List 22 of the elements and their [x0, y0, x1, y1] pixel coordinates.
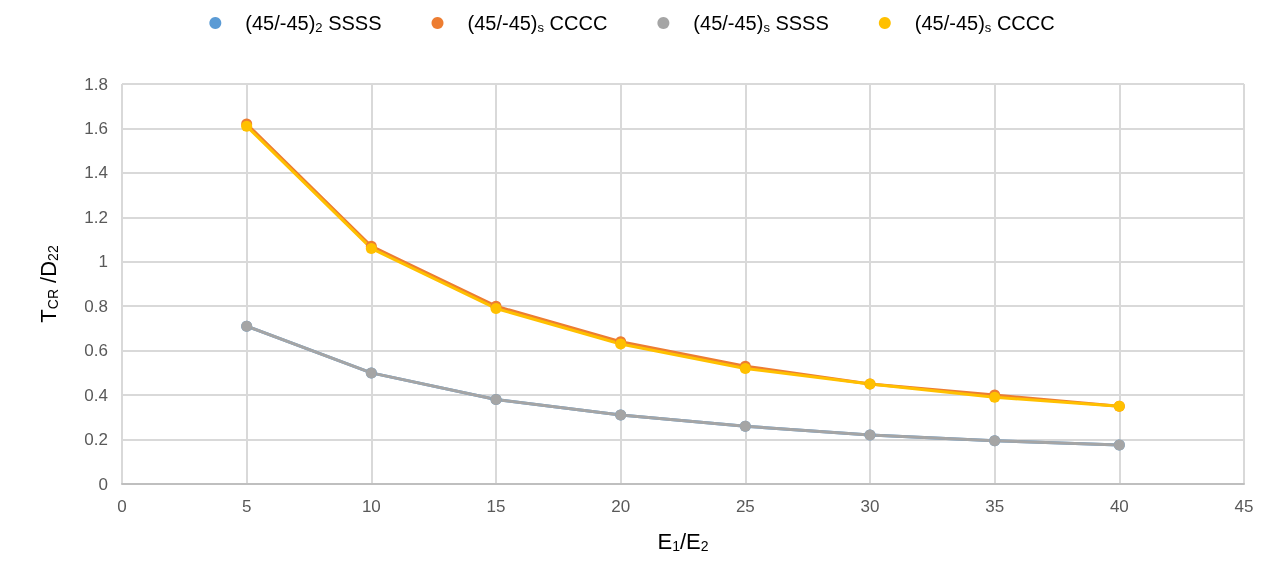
x-tick-label: 30: [860, 497, 880, 516]
y-tick-label: 0.2: [84, 430, 108, 450]
x-axis-title: E1/E2: [657, 528, 709, 554]
x-tick-label: 5: [241, 497, 252, 516]
y-tick-label: 0.8: [84, 296, 108, 316]
y-tick-label: 1.4: [84, 163, 108, 183]
x-tick-label: 15: [486, 497, 506, 516]
y-tick-label: 1.8: [84, 74, 108, 94]
x-tick-label: 0: [117, 497, 127, 516]
y-tick-label: 0.4: [84, 385, 108, 405]
x-tick-label: 35: [985, 497, 1005, 516]
x-tick-label: 25: [735, 497, 755, 516]
y-tick-label: 0: [98, 474, 108, 494]
x-tick-label: 40: [1109, 497, 1129, 516]
x-tick-label: 45: [1234, 497, 1254, 516]
y-tick-label: 1.2: [84, 207, 108, 227]
x-tick-label: 20: [611, 497, 631, 516]
x-tick-label: 10: [361, 497, 381, 516]
y-axis-title: TCR /D22: [35, 245, 61, 323]
y-tick-label: 1.6: [84, 118, 108, 138]
y-tick-label: 0.6: [84, 341, 108, 361]
y-tick-label: 1: [98, 252, 108, 272]
